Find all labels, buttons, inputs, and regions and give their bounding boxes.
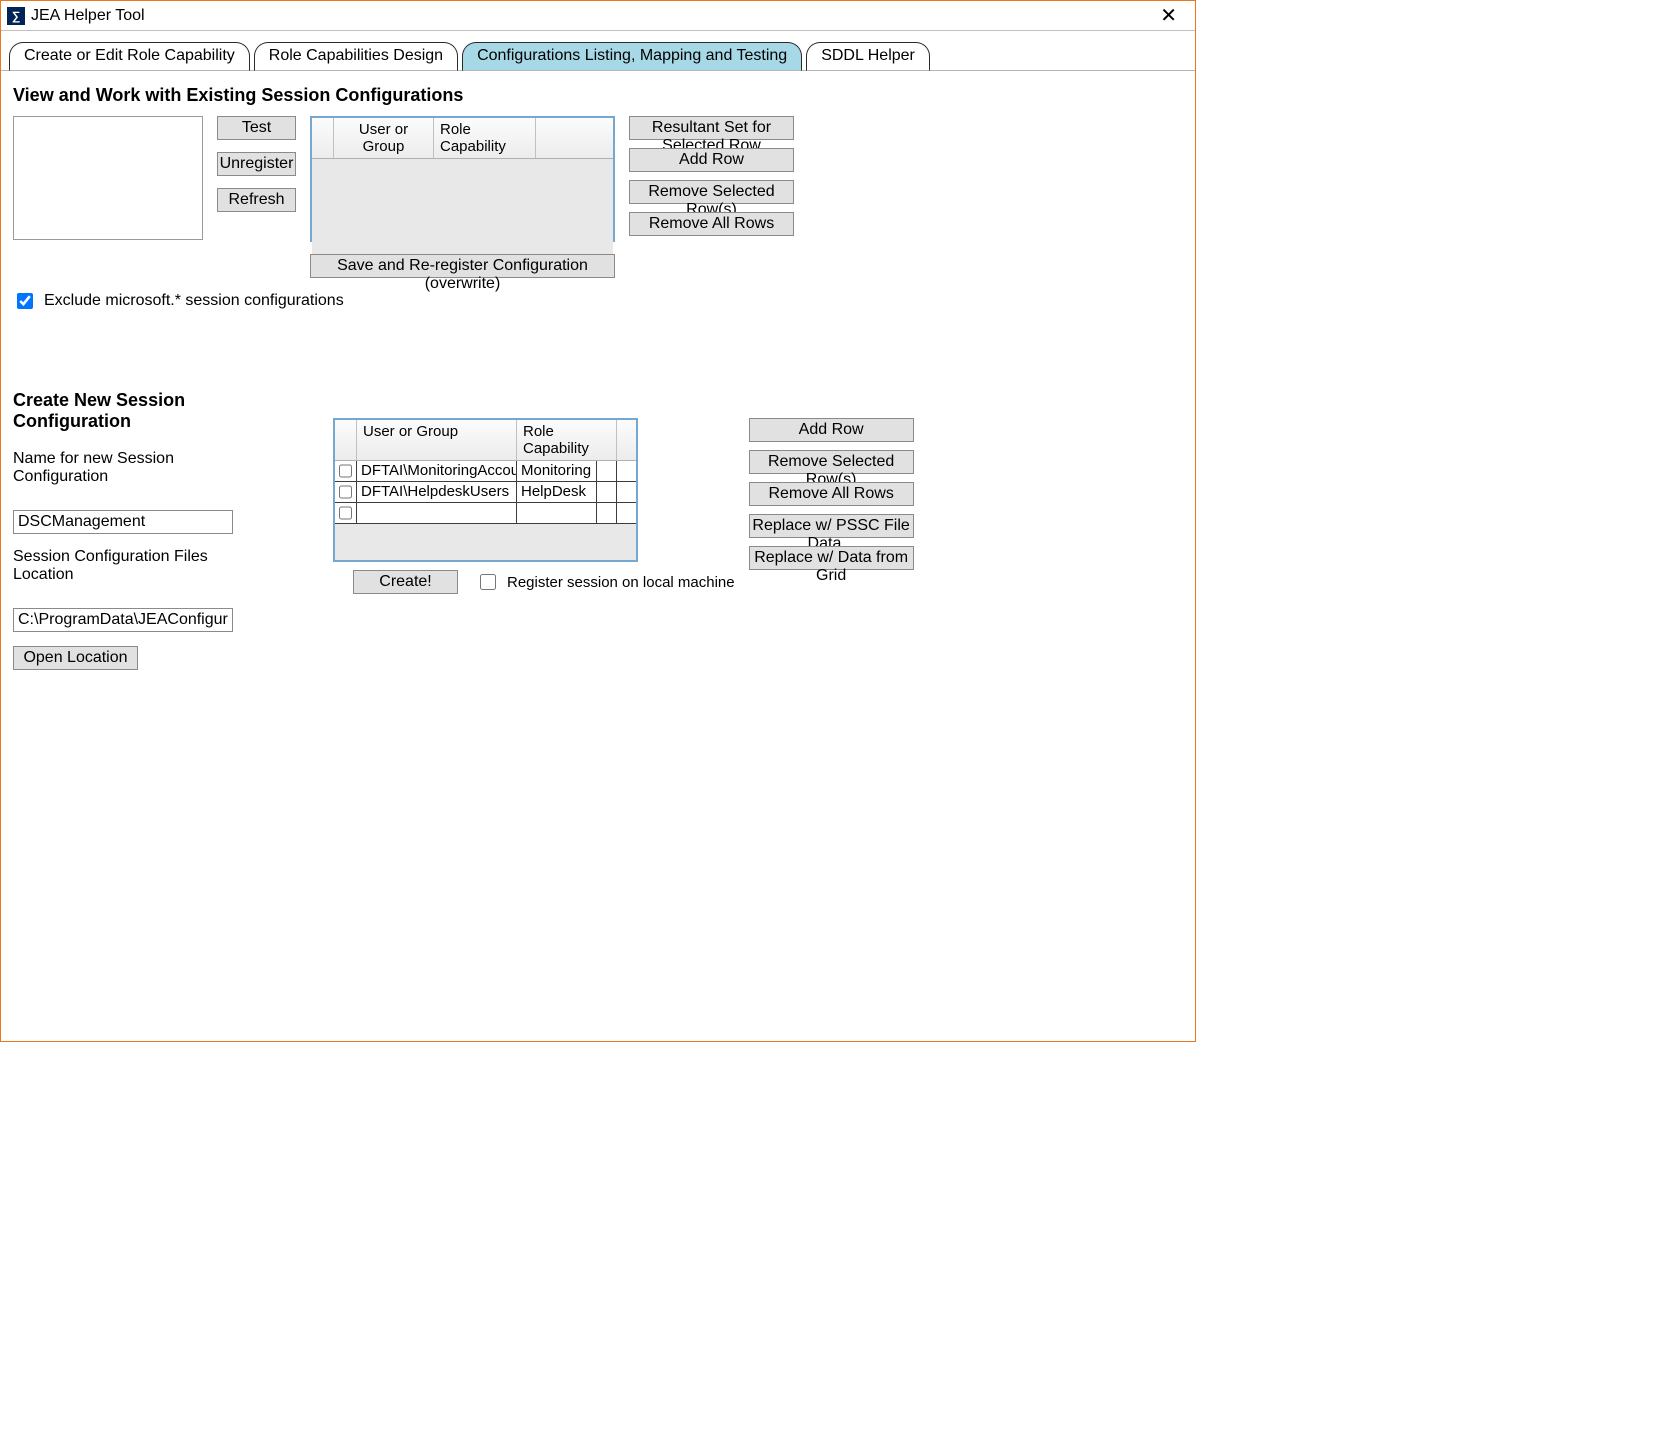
replace-grid-button[interactable]: Replace w/ Data from Grid bbox=[749, 546, 914, 570]
refresh-button[interactable]: Refresh bbox=[217, 188, 296, 212]
remove-selected-button-1[interactable]: Remove Selected Row(s) bbox=[629, 180, 794, 204]
cell-user[interactable] bbox=[357, 503, 517, 523]
cell-user[interactable]: DFTAI\HelpdeskUsers bbox=[357, 482, 517, 502]
resultant-set-button[interactable]: Resultant Set for Selected Row bbox=[629, 116, 794, 140]
replace-pssc-button[interactable]: Replace w/ PSSC File Data... bbox=[749, 514, 914, 538]
table-row[interactable]: DFTAI\HelpdeskUsersHelpDesk bbox=[335, 482, 636, 503]
cell-role[interactable]: Monitoring bbox=[517, 461, 597, 481]
tab-sddl-helper[interactable]: SDDL Helper bbox=[806, 42, 930, 71]
grid1-col-user: User or Group bbox=[334, 118, 434, 158]
cell-extra bbox=[597, 461, 617, 481]
test-button[interactable]: Test bbox=[217, 116, 296, 140]
register-session-checkbox[interactable] bbox=[480, 574, 496, 590]
session-config-listbox[interactable] bbox=[13, 116, 203, 240]
existing-mapping-grid[interactable]: User or Group Role Capability bbox=[310, 116, 615, 242]
row-select-checkbox[interactable] bbox=[339, 506, 352, 520]
open-location-button[interactable]: Open Location bbox=[13, 646, 138, 670]
tab-config-listing[interactable]: Configurations Listing, Mapping and Test… bbox=[462, 42, 802, 71]
grid1-col-role: Role Capability bbox=[434, 118, 536, 158]
new-mapping-grid[interactable]: User or Group Role Capability DFTAI\Moni… bbox=[333, 418, 638, 562]
location-input[interactable] bbox=[13, 608, 233, 632]
location-label: Session Configuration Files Location bbox=[13, 548, 253, 584]
remove-all-button-1[interactable]: Remove All Rows bbox=[629, 212, 794, 236]
add-row-button-2[interactable]: Add Row bbox=[749, 418, 914, 442]
name-input[interactable] bbox=[13, 510, 233, 534]
remove-selected-button-2[interactable]: Remove Selected Row(s) bbox=[749, 450, 914, 474]
section2-heading: Create New Session Configuration bbox=[13, 390, 253, 432]
powershell-icon: ∑ bbox=[7, 7, 25, 25]
add-row-button-1[interactable]: Add Row bbox=[629, 148, 794, 172]
exclude-ms-checkbox[interactable] bbox=[17, 293, 33, 309]
cell-extra bbox=[597, 482, 617, 502]
grid2-col-user: User or Group bbox=[357, 420, 517, 460]
row-select-checkbox[interactable] bbox=[339, 485, 352, 499]
remove-all-button-2[interactable]: Remove All Rows bbox=[749, 482, 914, 506]
tab-role-design[interactable]: Role Capabilities Design bbox=[254, 42, 458, 71]
table-row[interactable]: DFTAI\MonitoringAccountsMonitoring bbox=[335, 461, 636, 482]
cell-role[interactable]: HelpDesk bbox=[517, 482, 597, 502]
tab-strip: Create or Edit Role Capability Role Capa… bbox=[1, 31, 1195, 71]
grid2-col-role: Role Capability bbox=[517, 420, 617, 460]
register-session-label: Register session on local machine bbox=[507, 574, 735, 591]
section1-heading: View and Work with Existing Session Conf… bbox=[13, 85, 1183, 106]
grid1-rowselect-header bbox=[312, 118, 334, 158]
cell-extra bbox=[597, 503, 617, 523]
table-row[interactable] bbox=[335, 503, 636, 524]
cell-role[interactable] bbox=[517, 503, 597, 523]
row-select-checkbox[interactable] bbox=[339, 464, 352, 478]
save-register-button[interactable]: Save and Re-register Configuration (over… bbox=[310, 254, 615, 278]
unregister-button[interactable]: Unregister bbox=[217, 152, 296, 176]
tab-create-edit-role[interactable]: Create or Edit Role Capability bbox=[9, 42, 250, 71]
window-title: JEA Helper Tool bbox=[31, 7, 145, 25]
grid2-rowselect-header bbox=[335, 420, 357, 460]
create-button[interactable]: Create! bbox=[353, 570, 458, 594]
name-label: Name for new Session Configuration bbox=[13, 450, 253, 486]
cell-user[interactable]: DFTAI\MonitoringAccounts bbox=[357, 461, 517, 481]
exclude-ms-label: Exclude microsoft.* session configuratio… bbox=[44, 292, 344, 310]
close-icon[interactable]: ✕ bbox=[1150, 4, 1187, 28]
